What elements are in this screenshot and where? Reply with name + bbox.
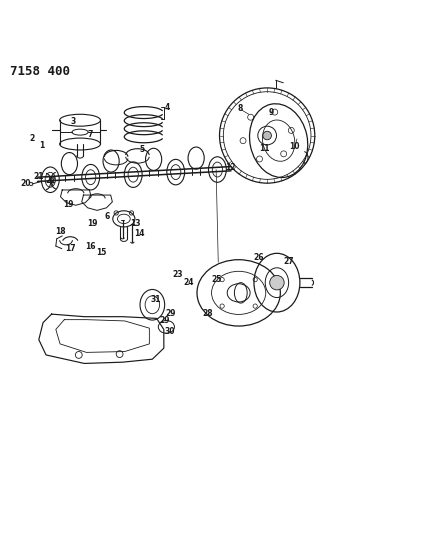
Text: 29: 29: [160, 317, 170, 326]
Text: 6: 6: [104, 212, 110, 221]
Text: 2: 2: [30, 134, 35, 143]
Text: 14: 14: [134, 229, 145, 238]
Text: 4: 4: [165, 102, 170, 111]
Text: 11: 11: [259, 144, 270, 153]
Text: 25: 25: [211, 274, 221, 284]
Text: 23: 23: [172, 270, 183, 279]
Text: 16: 16: [86, 241, 96, 251]
Text: 27: 27: [283, 257, 294, 266]
Text: 30: 30: [164, 327, 175, 336]
Text: 7: 7: [88, 130, 93, 139]
Circle shape: [270, 276, 284, 290]
Circle shape: [263, 131, 271, 140]
Text: 17: 17: [65, 244, 76, 253]
Text: 22: 22: [45, 176, 56, 185]
Text: 12: 12: [225, 163, 235, 172]
Text: 24: 24: [183, 278, 194, 287]
Text: 8: 8: [238, 104, 243, 113]
Text: 29: 29: [165, 309, 176, 318]
Text: 5: 5: [139, 145, 144, 154]
Text: 1: 1: [39, 141, 45, 150]
Text: 19: 19: [88, 219, 98, 228]
Text: 10: 10: [290, 142, 300, 151]
Text: 3: 3: [70, 117, 75, 126]
Text: 20: 20: [21, 179, 31, 188]
Text: 21: 21: [33, 172, 44, 181]
Text: 15: 15: [97, 248, 107, 257]
Text: 7158 400: 7158 400: [10, 64, 70, 77]
Text: 19: 19: [63, 200, 74, 209]
Text: 31: 31: [150, 295, 160, 304]
Text: 9: 9: [269, 108, 274, 117]
Text: 26: 26: [253, 253, 264, 262]
Text: 18: 18: [56, 227, 66, 236]
Text: 13: 13: [130, 219, 140, 228]
Text: 28: 28: [202, 309, 213, 318]
